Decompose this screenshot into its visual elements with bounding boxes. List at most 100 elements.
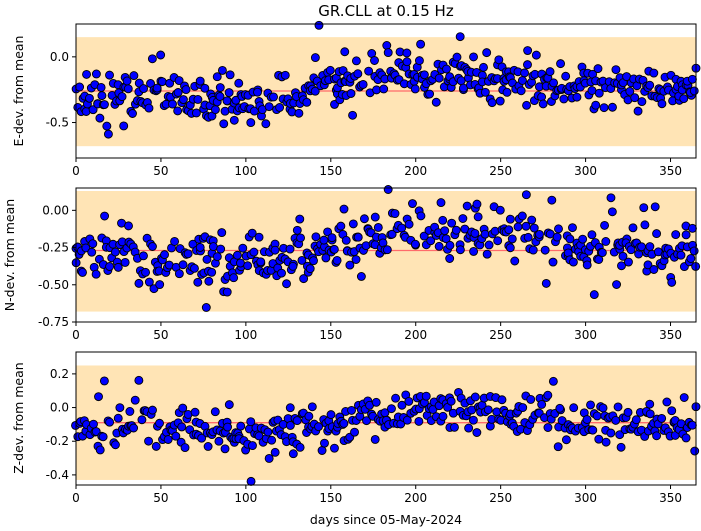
data-point [450, 422, 459, 432]
x-tick-label: 150 [319, 164, 342, 178]
data-point [630, 93, 640, 103]
data-point [455, 32, 465, 42]
data-point [222, 287, 232, 297]
data-point [219, 119, 229, 129]
data-point [351, 56, 361, 66]
data-point [442, 64, 451, 74]
data-point [559, 94, 569, 104]
data-point [616, 442, 626, 452]
data-point [129, 71, 139, 81]
data-point [599, 103, 609, 113]
x-tick-label: 300 [574, 164, 597, 178]
data-point [99, 376, 109, 386]
data-point [652, 431, 662, 441]
data-point [282, 279, 291, 289]
data-point [624, 257, 633, 267]
data-point [311, 232, 321, 242]
data-point [183, 249, 193, 259]
data-point [600, 220, 610, 230]
y-axis-label: E-dev. from mean [11, 36, 26, 147]
data-point [505, 214, 515, 224]
data-point [189, 263, 199, 273]
data-point [326, 410, 336, 420]
data-point [382, 41, 392, 50]
data-point [332, 255, 342, 265]
data-point [347, 405, 356, 415]
y-tick-label: -0.75 [38, 315, 69, 329]
data-point [541, 278, 551, 288]
data-point [625, 86, 635, 96]
data-point [173, 106, 183, 116]
data-point [504, 225, 514, 235]
data-point [295, 214, 305, 224]
data-point [523, 60, 532, 70]
data-point [292, 416, 302, 426]
data-point [170, 236, 180, 246]
data-point [122, 76, 132, 86]
data-point [445, 254, 455, 263]
data-point [452, 52, 462, 62]
data-point [419, 231, 429, 241]
data-point [254, 232, 264, 242]
data-point [353, 69, 363, 79]
subplot-vertical: 0 50 100 150 200 250 300 350 0.2 0.0 -0.2 -0.4 Z-d… [11, 351, 701, 505]
data-point [679, 393, 689, 402]
data-point [246, 476, 256, 486]
data-point [78, 267, 87, 277]
data-point [434, 241, 444, 251]
data-point [538, 99, 548, 109]
data-point [203, 442, 213, 451]
data-point [402, 48, 412, 58]
data-point [402, 57, 412, 67]
data-point [165, 78, 175, 88]
data-point [299, 274, 309, 284]
data-point [535, 229, 544, 239]
data-point [336, 221, 346, 231]
data-point [327, 233, 337, 243]
data-point [516, 86, 526, 96]
data-point [174, 269, 184, 279]
data-point [359, 214, 369, 224]
data-point [372, 85, 381, 95]
data-point [103, 129, 113, 139]
data-point [120, 257, 130, 267]
data-point [408, 199, 417, 209]
data-point [462, 201, 472, 211]
x-tick-label: 200 [404, 491, 427, 505]
data-point [686, 254, 696, 263]
y-axis-label: N-dev. from mean [2, 199, 17, 311]
data-point [497, 395, 507, 405]
data-point [275, 103, 285, 112]
data-point [667, 277, 677, 287]
x-tick-label: 50 [153, 328, 168, 342]
data-point [305, 264, 315, 274]
data-point [578, 234, 588, 244]
data-point [643, 260, 653, 270]
data-point [249, 247, 259, 257]
x-tick-label: 250 [489, 328, 512, 342]
data-point [487, 98, 497, 108]
data-point [469, 52, 478, 62]
data-point [87, 247, 97, 257]
data-point [321, 253, 331, 263]
data-point [611, 65, 621, 75]
data-point [330, 443, 339, 453]
data-point [645, 80, 655, 90]
data-point [141, 267, 151, 277]
data-point [591, 100, 601, 110]
data-point [370, 212, 380, 222]
data-point [177, 422, 187, 432]
data-point [229, 273, 239, 283]
data-point [431, 97, 441, 107]
data-point [548, 376, 558, 386]
data-point [160, 250, 169, 260]
y-tick-label: -0.2 [46, 434, 69, 448]
y-tick-label: 0.0 [50, 50, 69, 64]
axes-frame [75, 187, 697, 323]
data-point [612, 280, 622, 289]
data-point [325, 65, 335, 75]
data-point [155, 280, 165, 290]
x-tick-label: 350 [659, 164, 682, 178]
data-point [513, 222, 523, 232]
